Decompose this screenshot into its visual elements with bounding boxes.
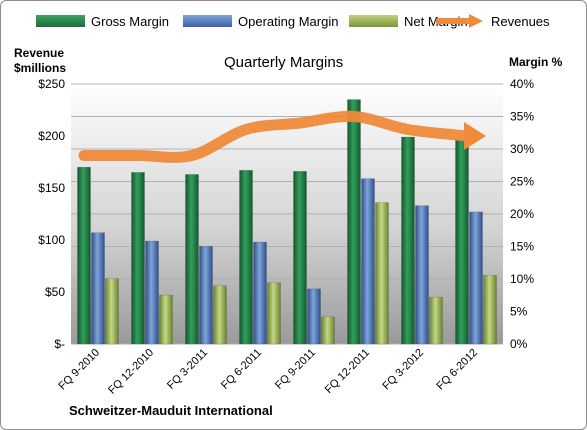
y2-tick-label: 0% [510,337,528,351]
legend-swatch-gross [36,15,85,27]
x-tick-label: FQ 9-2011 [273,347,318,392]
bar-gross [293,171,307,345]
x-tick-label: FQ 12-2010 [106,347,156,397]
chart-title: Quarterly Margins [224,54,344,71]
bar-net [321,316,335,345]
bar-gross [239,170,253,345]
x-tick-label: FQ 6-2011 [219,347,264,392]
legend: Gross Margin Operating Margin Net Margin… [0,0,587,40]
y2-tick-label: 5% [510,305,528,319]
y-tick-label: $150 [38,181,65,195]
y2-tick-label: 15% [510,240,534,254]
y2-tick-label: 30% [510,142,534,156]
y2-tick-label: 25% [510,175,534,189]
bar-operating [307,288,321,345]
bar-net [105,278,119,345]
legend-label-gross: Gross Margin [91,13,170,29]
legend-revenues: Revenues [436,13,550,29]
left-axis-title: Revenue $millions [14,46,67,75]
bar-operating [253,241,267,345]
y2-tick-label: 10% [510,272,534,286]
bar-gross [455,139,469,345]
bar-operating [91,232,105,345]
revenues-arrowhead [464,122,486,150]
x-tick-label: FQ 6-2012 [434,347,480,393]
legend-operating: Operating Margin [183,13,338,29]
x-tick-label: FQ 12-2011 [323,347,372,396]
bar-net [159,294,173,345]
bar-operating [361,178,375,345]
bar-operating [145,240,159,345]
y-tick-label: $100 [38,233,65,247]
bar-gross [401,136,415,345]
y2-tick-label: 40% [510,77,534,91]
y-tick-label: $50 [45,285,65,299]
revenues-line [78,110,474,163]
bar-net [375,202,389,345]
bar-gross [185,174,199,345]
legend-gross: Gross Margin [36,13,169,29]
legend-swatch-net [349,15,398,27]
y2-tick-label: 20% [510,207,534,221]
y-tick-label: $200 [38,129,65,143]
bar-net [483,275,497,345]
bar-operating [199,245,213,345]
y-tick-label: $250 [38,77,65,91]
x-tick-label: FQ 3-2011 [165,347,210,392]
company-name: Schweitzer-Mauduit International [69,403,273,418]
bar-net [267,282,281,345]
legend-swatch-operating [183,15,232,27]
right-axis-title: Margin % [509,55,563,69]
bar-net [213,285,227,345]
y2-tick-label: 35% [510,110,534,124]
x-tick-label: FQ 9-2010 [56,347,102,393]
bar-net [429,296,443,345]
legend-label-operating: Operating Margin [238,13,339,29]
bar-operating [415,205,429,345]
bar-gross [77,166,91,345]
bar-gross [131,172,145,345]
bar-operating [469,211,483,345]
x-tick-label: FQ 3-2012 [380,347,426,393]
bar-gross [347,99,361,345]
legend-label-revenues: Revenues [491,13,550,29]
legend-arrow-icon [436,14,483,28]
y-tick-label: $- [54,337,65,351]
